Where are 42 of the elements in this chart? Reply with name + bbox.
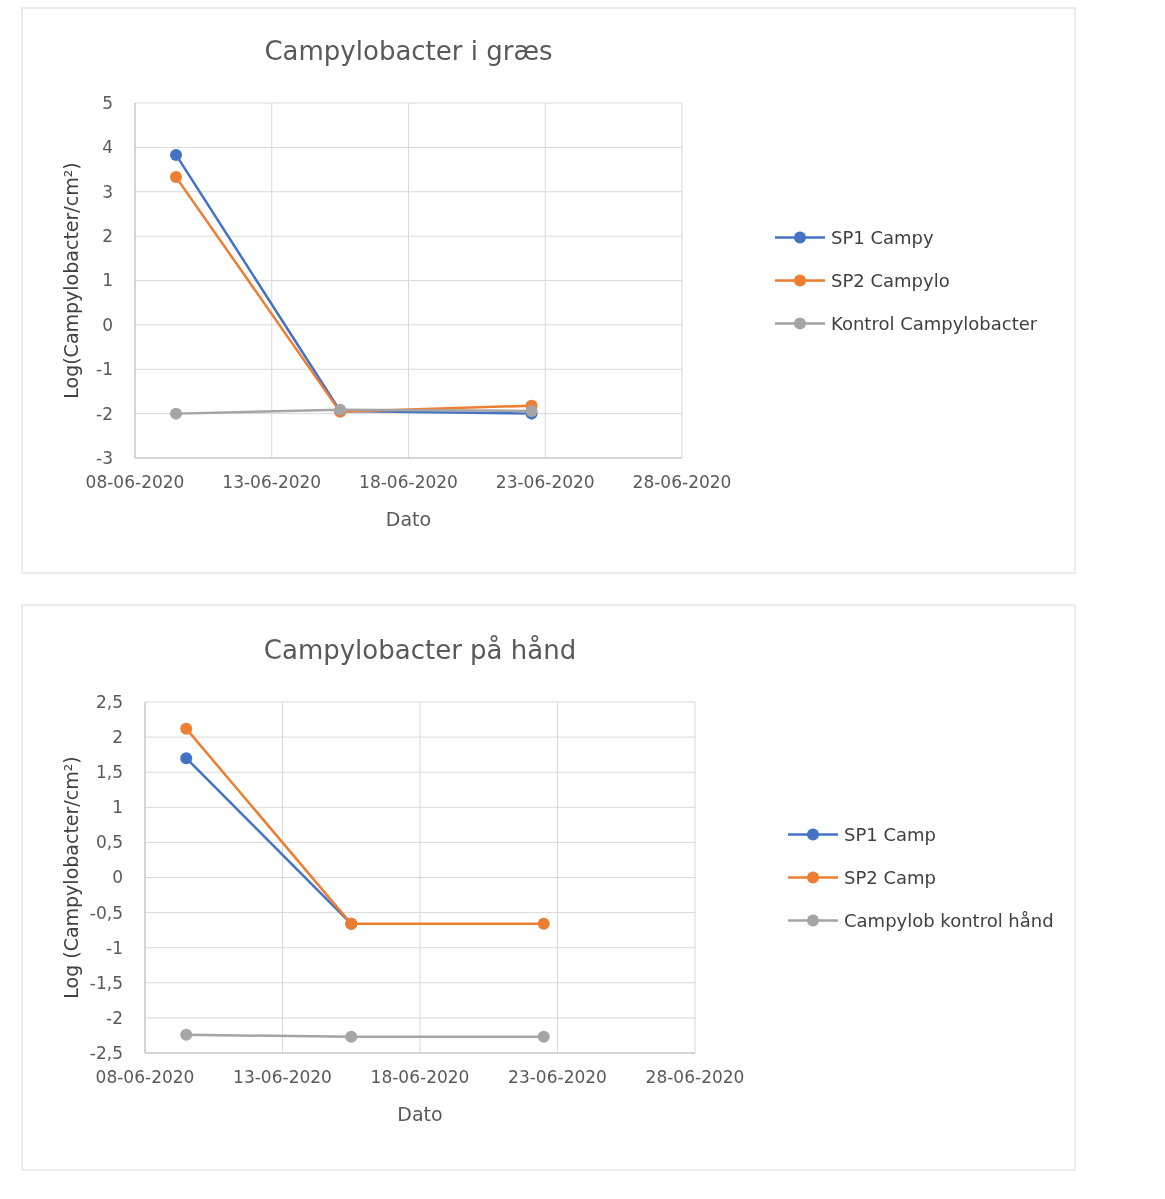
x-axis-title: Dato — [385, 508, 432, 530]
x-tick-label: 18-06-2020 — [359, 472, 458, 492]
y-tick-label: 1 — [112, 797, 123, 818]
y-tick-label: -2,5 — [89, 1042, 123, 1063]
y-tick-label: 0 — [102, 314, 113, 335]
legend-label: SP1 Camp — [844, 823, 937, 845]
legend-label: SP1 Campy — [831, 226, 935, 248]
x-tick-label: 28-06-2020 — [632, 472, 732, 492]
y-tick-label: 5 — [102, 92, 113, 113]
y-tick-label: 4 — [102, 137, 113, 158]
y-tick-label: -1 — [96, 359, 113, 380]
y-tick-label: 3 — [102, 181, 113, 202]
x-tick-label: 08-06-2020 — [95, 1067, 195, 1087]
chart-title: Campylobacter på hånd — [263, 635, 577, 665]
legend-label: SP2 Camp — [844, 866, 937, 888]
legend-label: SP2 Campylo — [831, 269, 950, 291]
y-tick-label: -2 — [106, 1007, 123, 1028]
y-tick-label: 2 — [102, 226, 113, 247]
y-tick-label: 1,5 — [95, 762, 123, 783]
x-axis-title: Dato — [397, 1103, 443, 1125]
y-tick-label: 2 — [112, 727, 123, 748]
x-tick-label: 08-06-2020 — [85, 472, 185, 492]
x-tick-label: 23-06-2020 — [508, 1067, 607, 1087]
y-tick-label: -2 — [96, 403, 113, 424]
chart-title: Campylobacter i græs — [264, 36, 553, 66]
y-axis-title: Log(Campylobacter/cm²) — [60, 162, 82, 399]
x-tick-label: 13-06-2020 — [222, 472, 322, 492]
y-tick-label: -0,5 — [89, 902, 123, 923]
y-tick-label: 2,5 — [95, 691, 123, 712]
y-tick-label: -3 — [96, 447, 113, 468]
y-tick-label: 1 — [102, 270, 113, 291]
y-tick-label: 0 — [112, 867, 123, 888]
y-axis-title: Log (Campylobacter/cm²) — [60, 756, 82, 999]
y-tick-label: -1,5 — [89, 972, 123, 993]
legend-label: Kontrol Campylobacter — [831, 312, 1038, 334]
x-tick-label: 23-06-2020 — [495, 472, 595, 492]
x-tick-label: 13-06-2020 — [233, 1067, 332, 1087]
legend-label: Campylob kontrol hånd — [844, 909, 1054, 931]
x-tick-label: 28-06-2020 — [645, 1067, 745, 1087]
y-tick-label: 0,5 — [95, 832, 123, 853]
x-tick-label: 18-06-2020 — [370, 1067, 470, 1087]
y-tick-label: -1 — [106, 937, 123, 958]
